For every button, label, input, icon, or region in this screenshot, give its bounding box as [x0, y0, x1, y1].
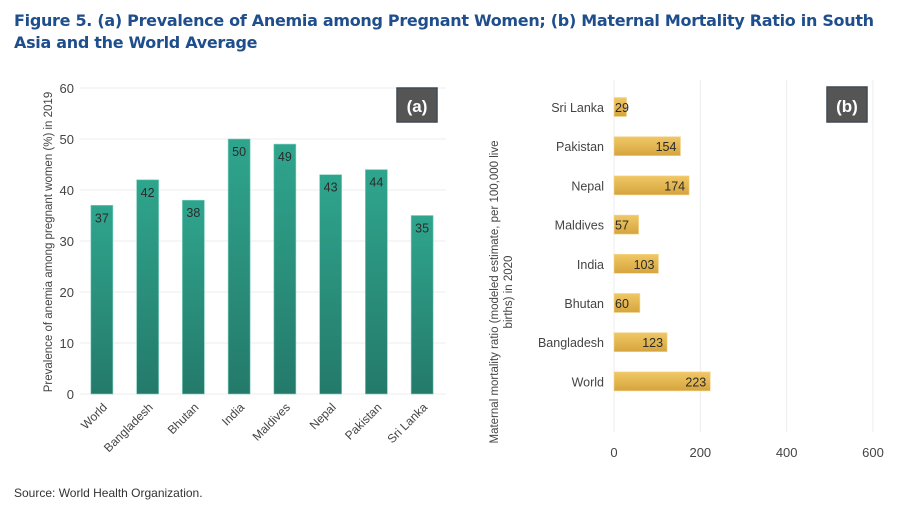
x-tick-label: Bangladesh: [101, 400, 156, 455]
bar: [613, 254, 659, 274]
data-label: 123: [642, 336, 663, 350]
data-label: 103: [634, 258, 655, 272]
y-category-label: India: [577, 258, 604, 272]
y-category-label: Bangladesh: [538, 336, 604, 350]
bar: [90, 205, 114, 395]
data-label: 35: [415, 222, 429, 236]
grid-lines: [80, 87, 446, 395]
figure-title: Figure 5. (a) Prevalence of Anemia among…: [14, 11, 874, 52]
panel-label-a: (a): [396, 87, 438, 123]
y-category-labels: Sri Lanka Pakistan Nepal Maldives India Bhuta…: [538, 101, 604, 389]
chart-panel-a: 0 10 20 30 40 50 60 37 42 38 50 49 43 44 35 WorldBang…: [43, 81, 446, 455]
bar: [410, 215, 434, 395]
data-label: 44: [369, 176, 383, 190]
source-note: Source: World Health Organization.: [14, 486, 203, 500]
x-tick-label: Bhutan: [165, 400, 202, 437]
y-axis-label-line2: births) in 2020: [503, 256, 515, 329]
bar: [613, 214, 639, 235]
bars: 29 154 174 57 103 60 123 223: [613, 97, 711, 392]
y-axis-label: Prevalence of anemia among pregnant wome…: [43, 92, 55, 392]
x-tick-label: 600: [862, 445, 884, 460]
bar: [273, 143, 297, 395]
data-label: 42: [141, 186, 155, 200]
chart-panel-b: 0 200 400 600 29 154 174 57 103 60 123 223 Sri Lan…: [489, 80, 884, 460]
bar: [227, 138, 251, 395]
y-axis-label-line1: Maternal mortality ratio (modeled estima…: [489, 141, 501, 444]
data-label: 43: [324, 181, 338, 195]
bar: [613, 175, 690, 196]
data-label: 49: [278, 150, 292, 164]
y-tick-label: 30: [60, 234, 74, 249]
x-tick-label: Nepal: [307, 400, 339, 432]
x-tick-label: India: [219, 400, 248, 429]
data-label: 37: [95, 211, 109, 225]
bar: [613, 332, 668, 353]
panel-label-a-text: (a): [407, 97, 428, 116]
y-category-label: Bhutan: [564, 297, 604, 311]
bars: 37 42 38 50 49 43 44 35: [90, 138, 434, 395]
x-tick-labels: 0 200 400 600: [610, 445, 883, 460]
bar: [319, 174, 342, 395]
x-tick-label: World: [78, 400, 110, 432]
y-axis-label: Maternal mortality ratio (modeled estima…: [489, 141, 515, 444]
y-category-label: Pakistan: [556, 140, 604, 154]
y-tick-label: 20: [60, 285, 74, 300]
y-category-label: World: [572, 375, 604, 389]
y-category-label: Nepal: [571, 179, 604, 193]
y-tick-labels: 0 10 20 30 40 50 60: [60, 81, 74, 402]
y-tick-label: 50: [60, 132, 74, 147]
x-tick-label: Sri Lanka: [384, 400, 430, 446]
x-tick-label: 200: [689, 445, 711, 460]
data-label: 223: [685, 375, 706, 389]
panel-label-b-text: (b): [836, 97, 858, 116]
data-label: 29: [615, 101, 629, 115]
data-label: 154: [656, 140, 677, 154]
y-tick-label: 40: [60, 183, 74, 198]
x-tick-label: 400: [776, 445, 798, 460]
y-tick-label: 10: [60, 336, 74, 351]
x-tick-label: 0: [610, 445, 617, 460]
bar: [613, 136, 681, 156]
bar: [613, 97, 627, 117]
data-label: 174: [664, 179, 685, 193]
bar: [136, 179, 159, 395]
data-label: 50: [232, 145, 246, 159]
x-tick-label: Pakistan: [342, 400, 384, 442]
bar: [613, 371, 711, 392]
y-tick-label: 60: [60, 81, 74, 96]
panel-label-b: (b): [826, 86, 868, 123]
y-category-label: Maldives: [555, 219, 604, 233]
bar: [182, 199, 205, 395]
x-tick-label: Maldives: [250, 400, 293, 443]
y-category-label: Sri Lanka: [551, 101, 604, 115]
bar: [613, 293, 641, 313]
data-label: 57: [615, 219, 629, 233]
y-tick-label: 0: [67, 387, 74, 402]
bar: [365, 169, 388, 395]
data-label: 38: [186, 206, 200, 220]
data-label: 60: [615, 297, 629, 311]
